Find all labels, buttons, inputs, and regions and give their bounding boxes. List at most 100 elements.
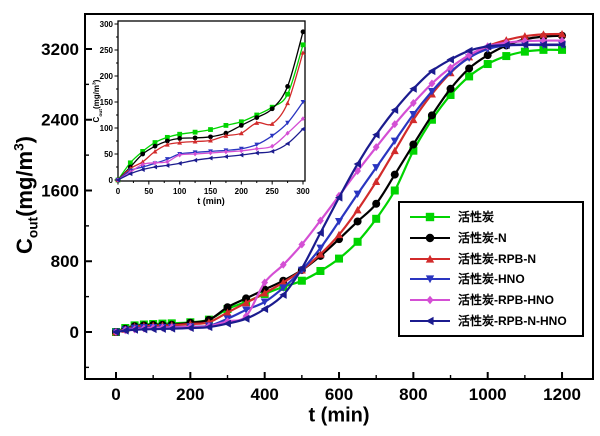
triangle-left-marker-icon xyxy=(465,46,473,55)
diamond-marker-icon xyxy=(208,150,213,156)
square-marker-icon xyxy=(127,160,133,166)
triangle-left-marker-icon xyxy=(139,325,148,334)
triangle-up-marker-icon xyxy=(223,133,229,138)
main-series xyxy=(112,29,567,336)
triangle-left-marker-icon xyxy=(269,149,275,154)
circle-marker-icon xyxy=(425,233,435,243)
main-x-ticks xyxy=(115,372,564,379)
triangle-left-marker-icon xyxy=(223,154,228,159)
circle-marker-icon xyxy=(446,84,455,93)
triangle-up-marker-icon xyxy=(409,115,418,124)
triangle-up-marker-icon xyxy=(539,30,548,38)
circle-marker-icon xyxy=(300,29,306,35)
diamond-marker-icon xyxy=(279,260,287,269)
legend-key-ac-hno xyxy=(410,275,450,284)
circle-marker-icon xyxy=(372,199,381,208)
legend-key-ac-rpb-n xyxy=(410,254,450,263)
diamond-marker-icon xyxy=(193,151,198,157)
square-marker-icon xyxy=(208,127,213,132)
legend-key-ac-n xyxy=(410,233,450,243)
square-marker-icon xyxy=(300,42,306,48)
diamond-marker-icon xyxy=(426,295,434,305)
triangle-down-marker-icon xyxy=(269,133,275,139)
y-title-superscript: 3 xyxy=(11,143,27,151)
inset-series-markers-ac-rpb-hno xyxy=(115,116,306,183)
square-marker-icon xyxy=(316,266,325,275)
square-marker-icon xyxy=(192,129,198,135)
square-marker-icon xyxy=(483,60,492,69)
triangle-up-marker-icon xyxy=(300,50,306,55)
triangle-left-marker-icon xyxy=(316,228,324,237)
inset-x-tick-label: 200 xyxy=(235,187,249,196)
diamond-marker-icon xyxy=(409,98,417,107)
square-marker-icon xyxy=(409,146,418,155)
main-x-tick-label: 1200 xyxy=(543,385,581,404)
triangle-up-marker-icon xyxy=(164,142,170,147)
triangle-down-marker-icon xyxy=(335,218,344,226)
main-y-tick-label: 800 xyxy=(51,252,79,271)
triangle-up-marker-icon xyxy=(425,254,435,263)
inset-y-tick-label: 100 xyxy=(100,124,114,133)
diamond-marker-icon xyxy=(317,216,324,225)
inset-y-title-symbol: C xyxy=(92,116,102,123)
triangle-up-marker-icon xyxy=(390,146,399,155)
triangle-left-marker-icon xyxy=(483,42,492,51)
triangle-left-marker-icon xyxy=(115,177,121,183)
circle-marker-icon xyxy=(238,123,244,128)
legend-label-ac-n: 活性炭-N xyxy=(458,230,507,245)
circle-marker-icon xyxy=(223,303,232,312)
inset-series-markers-ac-rpb-n-hno xyxy=(115,126,306,183)
triangle-left-marker-icon xyxy=(152,164,158,170)
circle-marker-icon xyxy=(427,111,436,120)
triangle-left-marker-icon xyxy=(520,40,529,49)
inset-y-tick-label: 0 xyxy=(109,176,114,185)
diamond-marker-icon xyxy=(223,149,228,155)
inset-y-tick-label: 150 xyxy=(100,98,114,107)
square-marker-icon xyxy=(539,45,548,54)
triangle-left-marker-icon xyxy=(192,157,198,163)
diamond-marker-icon xyxy=(372,143,380,152)
square-marker-icon xyxy=(335,254,344,263)
triangle-up-marker-icon xyxy=(208,138,213,143)
triangle-up-marker-icon xyxy=(353,205,362,214)
triangle-up-marker-icon xyxy=(279,278,288,286)
main-y-tick-label: 3200 xyxy=(41,40,79,59)
diamond-marker-icon xyxy=(177,152,182,158)
inset-x-ticks xyxy=(117,181,304,185)
square-marker-icon xyxy=(520,47,529,56)
main-x-tick-label: 600 xyxy=(325,385,353,404)
inset-y-title-unit: (mg/m xyxy=(92,84,102,109)
legend-item-ac-n: 活性炭-N xyxy=(409,231,580,245)
diamond-marker-icon xyxy=(298,240,306,249)
circle-marker-icon xyxy=(192,135,198,141)
legend-box: 活性炭 活性炭-N 活性炭-RPB-N 活性炭-HNO 活性炭-RPB-HNO 活性炭-R… xyxy=(398,201,584,337)
legend-item-ac: 活性炭 xyxy=(409,210,580,224)
triangle-down-marker-icon xyxy=(260,298,269,306)
diamond-marker-icon xyxy=(285,130,290,136)
inset-series xyxy=(115,29,306,183)
diamond-marker-icon xyxy=(428,79,436,88)
main-x-tick-label: 1000 xyxy=(469,385,507,404)
triangle-left-marker-icon xyxy=(130,325,138,334)
triangle-down-marker-icon xyxy=(390,137,399,145)
triangle-down-marker-icon xyxy=(300,99,306,105)
triangle-left-marker-icon xyxy=(558,40,566,49)
inset-x-tick-label: 50 xyxy=(144,187,153,196)
triangle-left-marker-icon xyxy=(254,150,259,156)
triangle-left-marker-icon xyxy=(158,324,166,333)
triangle-left-marker-icon xyxy=(502,41,510,50)
main-y-ticks xyxy=(85,47,92,369)
square-marker-icon xyxy=(372,214,381,223)
main-x-axis-title: t (min) xyxy=(308,404,370,427)
y-title-unit-close: ) xyxy=(11,136,37,144)
triangle-up-marker-icon xyxy=(285,100,290,106)
legend-label-ac-rpb-n-hno: 活性炭-RPB-N-HNO xyxy=(458,313,567,328)
triangle-left-marker-icon xyxy=(427,67,436,76)
inset-y-title-superscript: 3 xyxy=(92,82,98,85)
triangle-up-marker-icon xyxy=(269,121,275,126)
circle-marker-icon xyxy=(140,151,146,157)
triangle-left-marker-icon xyxy=(204,323,213,332)
series-line-ac-rpb-n-hno xyxy=(115,43,562,334)
square-marker-icon xyxy=(297,276,306,285)
